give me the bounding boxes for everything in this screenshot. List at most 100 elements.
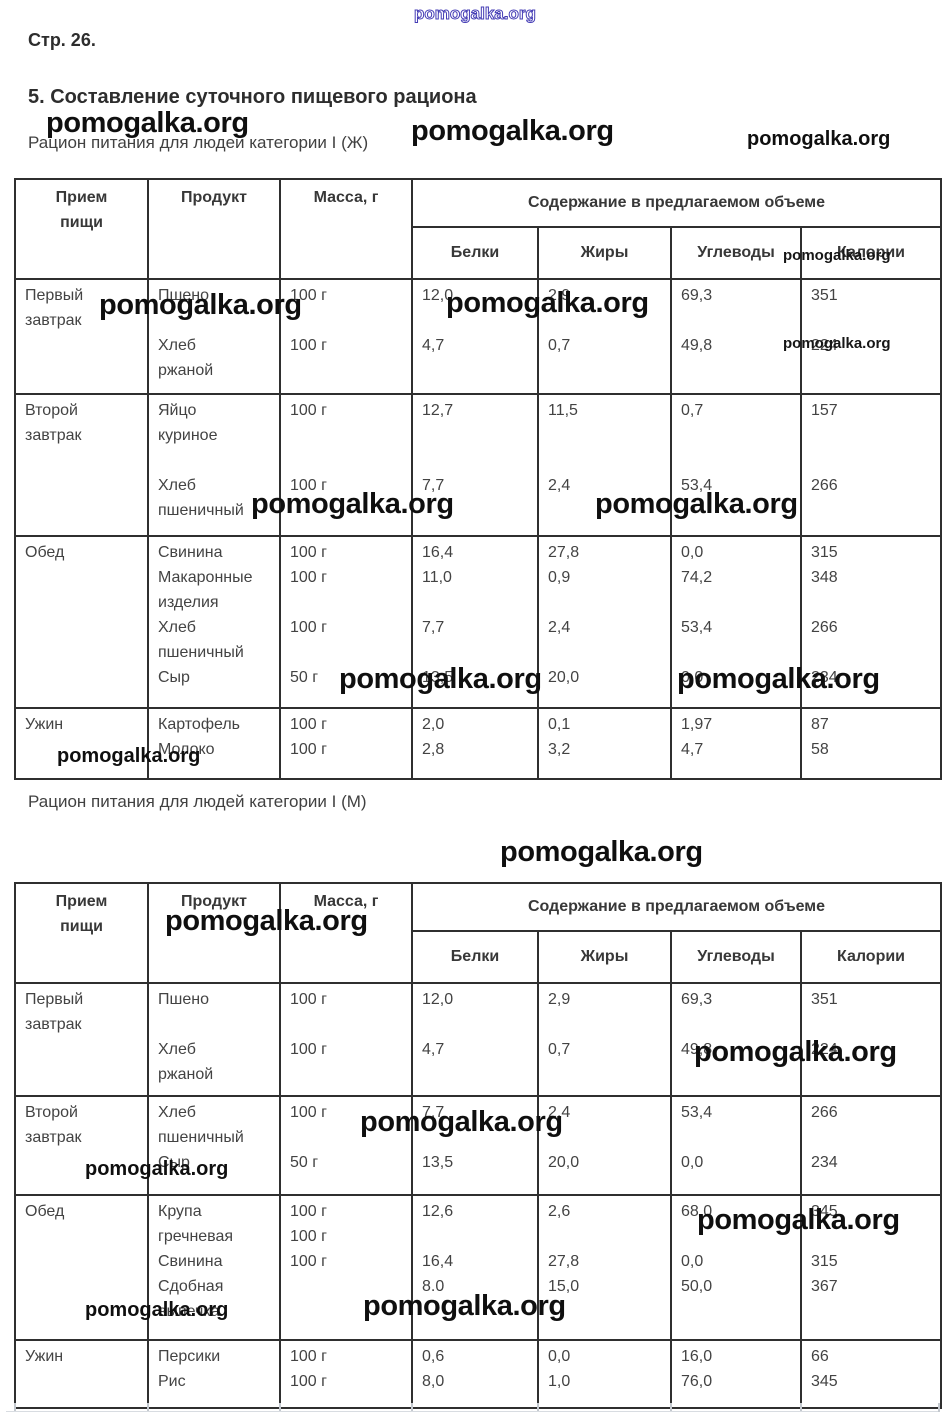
table-continuation-tick	[279, 1403, 281, 1412]
table-continuation-line	[6, 1411, 938, 1412]
table-row: Ужин Персики Рис 100 г 100 г 0,6 8,0 0,0 1,0 16,0…	[14, 1339, 942, 1409]
table-row: Обед Свинина Макаронные изделия Хлеб пшеничны…	[14, 535, 942, 709]
col-header-meal: Прием пищи	[14, 178, 149, 280]
calories-cell: 315 348 266 234	[800, 535, 942, 709]
table-continuation-tick	[14, 1403, 16, 1412]
product-cell: Пшено Хлеб ржаной	[147, 278, 281, 395]
table1-caption: Рацион питания для людей категории I (Ж)	[28, 133, 369, 152]
fat-cell: 2,9 0,7	[537, 982, 672, 1097]
carbs-cell: 0,7 53,4	[670, 393, 802, 537]
table-continuation-tick	[147, 1403, 149, 1412]
product-cell: Персики Рис	[147, 1339, 281, 1409]
mass-cell: 100 г 100 г	[279, 278, 413, 395]
protein-cell: 16,4 11,0 7,7 13,5	[411, 535, 539, 709]
table-row: Второй завтрак Яйцо куриное Хлеб пшеничный 10…	[14, 393, 942, 537]
fat-cell: 2,6 27,8 15,0	[537, 1194, 672, 1341]
carbs-cell: 69,3 49,8	[670, 982, 802, 1097]
calories-cell: 66 345	[800, 1339, 942, 1409]
watermark-text: pomogalka.org	[411, 115, 614, 147]
mass-cell: 100 г 50 г	[279, 1095, 413, 1196]
carbs-cell: 69,3 49,8	[670, 278, 802, 395]
col-header-content-group: Содержание в предлагаемом объеме	[411, 882, 942, 932]
watermark-text: pomogalka.org	[747, 128, 891, 150]
meal-cell: Ужин	[14, 1339, 149, 1409]
col-header-content-group: Содержание в предлагаемом объеме	[411, 178, 942, 228]
carbs-cell: 53,4 0,0	[670, 1095, 802, 1196]
fat-cell: 27,8 0,9 2,4 20,0	[537, 535, 672, 709]
col-header-calories: Калории	[800, 226, 942, 280]
col-header-carbs: Углеводы	[670, 930, 802, 984]
calories-cell: 351 224	[800, 278, 942, 395]
col-header-product: Продукт	[147, 882, 281, 984]
protein-cell: 12,0 4,7	[411, 278, 539, 395]
meal-cell: Первый завтрак	[14, 982, 149, 1097]
carbs-cell: 16,0 76,0	[670, 1339, 802, 1409]
protein-cell: 12,7 7,7	[411, 393, 539, 537]
mass-cell: 100 г 100 г	[279, 1339, 413, 1409]
col-header-meal: Прием пищи	[14, 882, 149, 984]
table-continuation-tick	[938, 1403, 940, 1412]
product-cell: Свинина Макаронные изделия Хлеб пшеничный Сыр	[147, 535, 281, 709]
table-header: Прием пищи Продукт Масса, г Содержание в…	[14, 178, 942, 280]
carbs-cell: 1,97 4,7	[670, 707, 802, 780]
fat-cell: 0,0 1,0	[537, 1339, 672, 1409]
meal-cell: Второй завтрак	[14, 1095, 149, 1196]
product-cell: Яйцо куриное Хлеб пшеничный	[147, 393, 281, 537]
col-header-mass: Масса, г	[279, 178, 413, 280]
meal-cell: Обед	[14, 535, 149, 709]
protein-cell: 12,0 4,7	[411, 982, 539, 1097]
calories-cell: 345 315 367	[800, 1194, 942, 1341]
ration-table-male: Прием пищи Продукт Масса, г Содержание в…	[14, 882, 942, 1409]
page-number-heading: Стр. 26.	[28, 30, 96, 50]
mass-cell: 100 г 100 г	[279, 982, 413, 1097]
col-header-product: Продукт	[147, 178, 281, 280]
calories-cell: 266 234	[800, 1095, 942, 1196]
col-header-fat: Жиры	[537, 226, 672, 280]
fat-cell: 0,1 3,2	[537, 707, 672, 780]
mass-cell: 100 г 100 г 100 г	[279, 1194, 413, 1341]
calories-cell: 351 224	[800, 982, 942, 1097]
calories-cell: 157 266	[800, 393, 942, 537]
meal-cell: Обед	[14, 1194, 149, 1341]
table-header: Прием пищи Продукт Масса, г Содержание в…	[14, 882, 942, 984]
table-continuation-tick	[800, 1403, 802, 1412]
product-cell: Пшено Хлеб ржаной	[147, 982, 281, 1097]
fat-cell: 2,9 0,7	[537, 278, 672, 395]
meal-cell: Первый завтрак	[14, 278, 149, 395]
table-row: Ужин Картофель Молоко 100 г 100 г 2,0 2,8 0,1 3,…	[14, 707, 942, 780]
protein-cell: 2,0 2,8	[411, 707, 539, 780]
section-title: 5. Составление суточного пищевого рацион…	[28, 86, 477, 108]
protein-cell: 12,6 16,4 8.0	[411, 1194, 539, 1341]
fat-cell: 11,5 2,4	[537, 393, 672, 537]
col-header-fat: Жиры	[537, 930, 672, 984]
table-continuation-tick	[411, 1403, 413, 1412]
mass-cell: 100 г 100 г 100 г 50 г	[279, 535, 413, 709]
product-cell: Хлеб пшеничный Сыр	[147, 1095, 281, 1196]
col-header-protein: Белки	[411, 226, 539, 280]
protein-cell: 7,7 13,5	[411, 1095, 539, 1196]
fat-cell: 2,4 20,0	[537, 1095, 672, 1196]
col-header-calories: Калории	[800, 930, 942, 984]
carbs-cell: 0,0 74,2 53,4 0,0	[670, 535, 802, 709]
product-cell: Картофель Молоко	[147, 707, 281, 780]
table-row: Обед Крупа гречневая Свинина Сдобная выпечка 1…	[14, 1194, 942, 1341]
col-header-carbs: Углеводы	[670, 226, 802, 280]
calories-cell: 87 58	[800, 707, 942, 780]
ration-table-female: Прием пищи Продукт Масса, г Содержание в…	[14, 178, 942, 780]
carbs-cell: 68,0 0,0 50,0	[670, 1194, 802, 1341]
meal-cell: Ужин	[14, 707, 149, 780]
col-header-protein: Белки	[411, 930, 539, 984]
col-header-mass: Масса, г	[279, 882, 413, 984]
meal-cell: Второй завтрак	[14, 393, 149, 537]
table-continuation-tick	[670, 1403, 672, 1412]
table-continuation-tick	[537, 1403, 539, 1412]
mass-cell: 100 г 100 г	[279, 393, 413, 537]
protein-cell: 0,6 8,0	[411, 1339, 539, 1409]
mass-cell: 100 г 100 г	[279, 707, 413, 780]
product-cell: Крупа гречневая Свинина Сдобная выпечка	[147, 1194, 281, 1341]
table2-caption: Рацион питания для людей категории I (М)	[28, 792, 367, 811]
